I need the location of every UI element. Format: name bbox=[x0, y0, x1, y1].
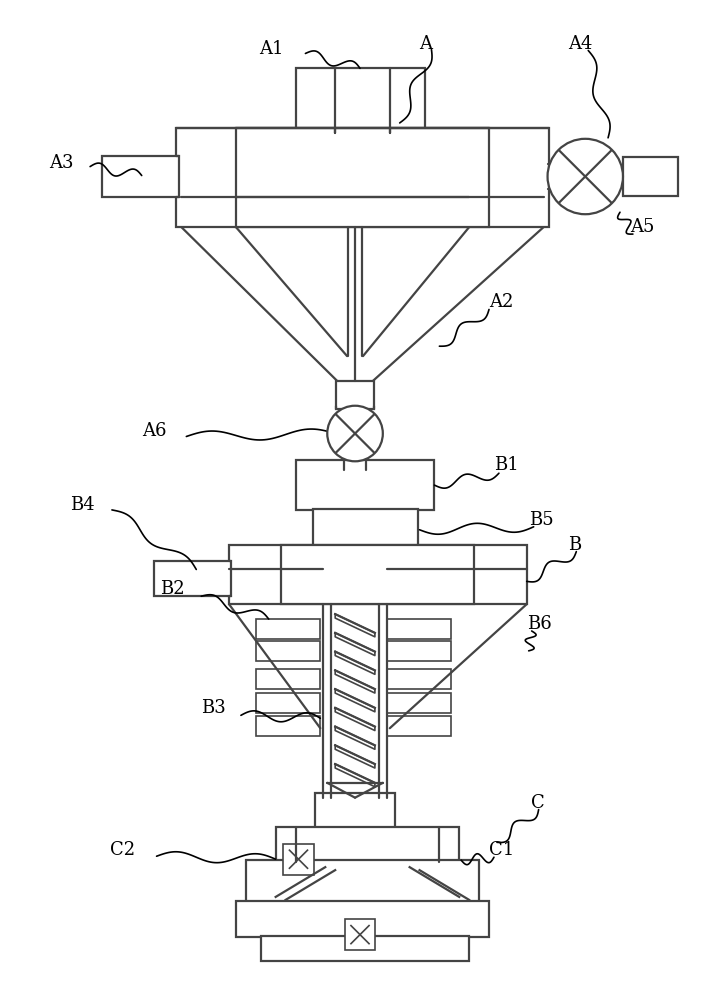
Bar bbox=[386, 693, 451, 713]
Bar bbox=[154, 561, 231, 596]
Bar bbox=[386, 619, 451, 639]
Bar bbox=[315, 793, 394, 832]
Text: B6: B6 bbox=[527, 615, 552, 633]
Text: B1: B1 bbox=[494, 456, 518, 474]
Bar bbox=[386, 641, 451, 661]
Bar bbox=[623, 157, 678, 196]
Bar bbox=[236, 901, 489, 937]
Bar bbox=[256, 669, 320, 689]
Text: C1: C1 bbox=[489, 841, 514, 859]
Bar bbox=[256, 716, 320, 736]
Bar bbox=[177, 128, 549, 227]
Bar bbox=[275, 827, 459, 862]
Bar bbox=[236, 128, 489, 227]
Bar bbox=[261, 936, 469, 961]
Text: A5: A5 bbox=[630, 218, 654, 236]
Circle shape bbox=[547, 139, 623, 214]
Bar bbox=[314, 509, 417, 547]
Circle shape bbox=[327, 406, 383, 461]
Text: C2: C2 bbox=[110, 841, 135, 859]
Text: B2: B2 bbox=[159, 580, 184, 598]
Bar bbox=[229, 545, 527, 604]
Text: B5: B5 bbox=[528, 511, 553, 529]
Text: A4: A4 bbox=[568, 35, 593, 53]
Bar bbox=[102, 156, 180, 197]
Text: A2: A2 bbox=[489, 293, 513, 311]
Text: B: B bbox=[568, 536, 582, 554]
Bar bbox=[256, 641, 320, 661]
Text: A6: A6 bbox=[142, 422, 167, 440]
Text: A3: A3 bbox=[50, 154, 74, 172]
Bar bbox=[345, 919, 376, 950]
Bar bbox=[256, 619, 320, 639]
Text: C: C bbox=[531, 794, 544, 812]
Bar bbox=[283, 844, 314, 875]
Bar bbox=[386, 669, 451, 689]
Bar bbox=[296, 460, 435, 510]
Text: A: A bbox=[420, 35, 433, 53]
Bar bbox=[246, 860, 479, 902]
Bar bbox=[296, 68, 425, 133]
Bar bbox=[336, 381, 374, 409]
Text: A1: A1 bbox=[259, 40, 283, 58]
Bar bbox=[256, 693, 320, 713]
Bar bbox=[386, 716, 451, 736]
Text: B4: B4 bbox=[70, 496, 95, 514]
Bar bbox=[280, 545, 474, 604]
Text: B3: B3 bbox=[201, 699, 226, 717]
